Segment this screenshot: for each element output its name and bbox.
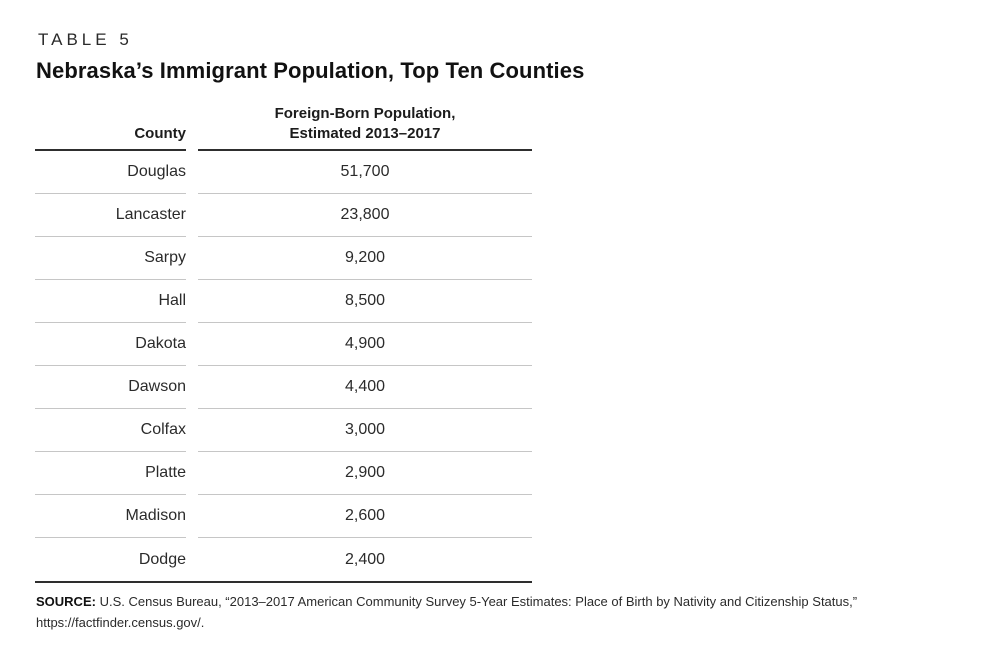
table-row: Colfax 3,000 bbox=[35, 409, 532, 452]
column-gap bbox=[186, 280, 198, 323]
population-cell: 2,400 bbox=[344, 550, 386, 568]
county-cell: Sarpy bbox=[35, 237, 186, 280]
column-gap bbox=[186, 151, 198, 194]
column-gap bbox=[186, 237, 198, 280]
column-header-population: Foreign-Born Population, Estimated 2013–… bbox=[198, 104, 532, 151]
county-cell: Platte bbox=[35, 452, 186, 495]
table-row: Platte 2,900 bbox=[35, 452, 532, 495]
data-table: County Foreign-Born Population, Estimate… bbox=[35, 104, 532, 583]
population-cell: 23,800 bbox=[198, 194, 532, 237]
table-row: Sarpy 9,200 bbox=[35, 237, 532, 280]
source-label: SOURCE: bbox=[36, 594, 96, 609]
population-cell: 4,900 bbox=[198, 323, 532, 366]
source-note: SOURCE: U.S. Census Bureau, “2013–2017 A… bbox=[36, 591, 966, 633]
county-cell: Hall bbox=[35, 280, 186, 323]
population-cell: 3,000 bbox=[198, 409, 532, 452]
population-cell: 4,400 bbox=[198, 366, 532, 409]
column-gap bbox=[186, 194, 198, 237]
source-url: https://factfinder.census.gov/. bbox=[36, 615, 205, 630]
county-cell: Dakota bbox=[35, 323, 186, 366]
column-gap bbox=[186, 409, 198, 452]
table-row: Hall 8,500 bbox=[35, 280, 532, 323]
county-cell: Douglas bbox=[35, 151, 186, 194]
population-header-line2: Estimated 2013–2017 bbox=[289, 125, 441, 142]
table-row: Douglas 51,700 bbox=[35, 151, 532, 194]
county-cell: Lancaster bbox=[35, 194, 186, 237]
table-row: Dakota 4,900 bbox=[35, 323, 532, 366]
source-text: U.S. Census Bureau, “2013–2017 American … bbox=[99, 594, 858, 609]
county-cell: Colfax bbox=[35, 409, 186, 452]
column-gap bbox=[186, 452, 198, 495]
population-cell: 9,200 bbox=[198, 237, 532, 280]
column-gap bbox=[186, 323, 198, 366]
county-cell: Dodge bbox=[138, 550, 186, 568]
county-cell: Dawson bbox=[35, 366, 186, 409]
column-gap bbox=[186, 366, 198, 409]
table-bottom-rule bbox=[35, 581, 532, 583]
population-header-line1: Foreign-Born Population, bbox=[274, 105, 456, 122]
column-gap bbox=[186, 495, 198, 538]
table-row: Madison 2,600 bbox=[35, 495, 532, 538]
population-cell: 2,900 bbox=[198, 452, 532, 495]
column-header-county: County bbox=[35, 124, 186, 151]
table-row: Lancaster 23,800 bbox=[35, 194, 532, 237]
page-title: Nebraska’s Immigrant Population, Top Ten… bbox=[36, 58, 585, 83]
county-header-label: County bbox=[134, 125, 186, 142]
population-cell: 2,600 bbox=[198, 495, 532, 538]
table-header-row: County Foreign-Born Population, Estimate… bbox=[35, 104, 532, 151]
table-row: Dodge 2,400 bbox=[35, 538, 532, 581]
population-cell: 8,500 bbox=[198, 280, 532, 323]
table-label: TABLE 5 bbox=[38, 30, 133, 49]
column-gap bbox=[186, 538, 198, 581]
county-cell: Madison bbox=[35, 495, 186, 538]
table-row: Dawson 4,400 bbox=[35, 366, 532, 409]
population-cell: 51,700 bbox=[198, 151, 532, 194]
